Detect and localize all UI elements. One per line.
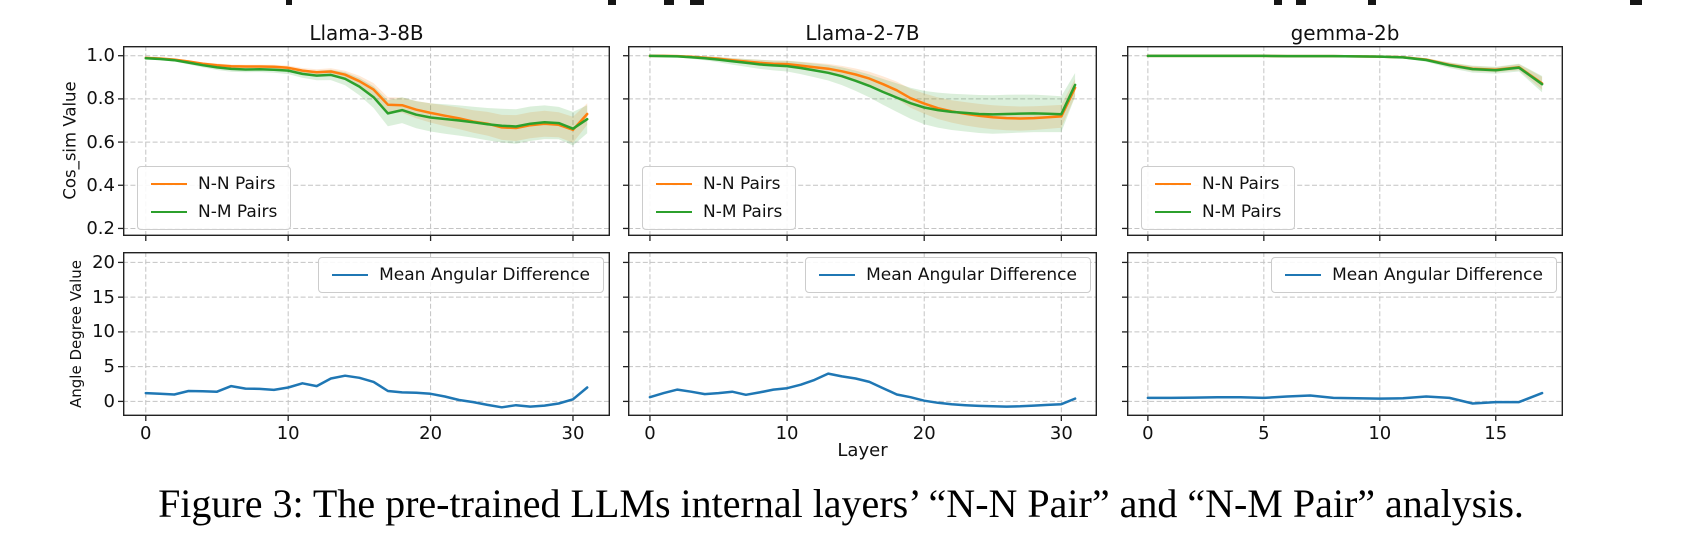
legend-entry: N-N Pairs (151, 174, 277, 194)
x-tick-label: 10 (775, 423, 799, 444)
legend-label: N-N Pairs (1202, 174, 1280, 194)
series-band (649, 55, 1076, 134)
series-line (144, 57, 589, 130)
clipped-text-fragment (1274, 0, 1282, 5)
plot-frame (1126, 251, 1564, 417)
legend-label: Mean Angular Difference (866, 265, 1077, 285)
x-axis-label-layer: Layer (837, 440, 888, 461)
y-tick-label: 20 (92, 251, 115, 273)
legend-label: Mean Angular Difference (379, 265, 590, 285)
y-tick-label: 0.8 (86, 88, 115, 110)
subplot-title-llama-3-8b: Llama-3-8B (309, 21, 424, 45)
series-line (648, 372, 1077, 408)
clipped-text-fragment (1296, 0, 1306, 5)
series-band (1147, 55, 1543, 93)
series-line (1146, 54, 1544, 86)
clipped-text-fragment (690, 0, 704, 5)
legend-box: N-N Pairs N-M Pairs (1141, 166, 1296, 230)
legend-line-swatch (819, 274, 856, 276)
plot-frame (122, 251, 611, 417)
plot-panel-Llama-3-8B-angle: Mean Angular Difference (118, 251, 611, 421)
plot-panel-gemma-2b-angle: Mean Angular Difference (1122, 251, 1564, 421)
legend-label: N-M Pairs (198, 202, 278, 222)
legend-entry: N-M Pairs (151, 202, 277, 222)
plot-panel-Llama-2-7B-angle: Mean Angular Difference (623, 251, 1098, 421)
y-tick-label: 0.6 (86, 131, 115, 153)
plot-frame (627, 45, 1098, 237)
legend-line-swatch (1285, 274, 1322, 276)
x-tick-label: 30 (1049, 423, 1073, 444)
series-line (648, 54, 1077, 116)
legend-entry: N-N Pairs (1155, 174, 1281, 194)
x-tick-label: 20 (419, 423, 443, 444)
series-band (649, 55, 1076, 131)
legend-label: N-M Pairs (1202, 202, 1282, 222)
subplot-title-gemma-2b: gemma-2b (1290, 21, 1400, 45)
legend-box: Mean Angular Difference (805, 257, 1091, 293)
plot-frame (627, 251, 1098, 417)
legend-line-swatch (656, 211, 692, 213)
clipped-text-fragment (664, 0, 674, 5)
legend-line-swatch (332, 274, 369, 276)
plot-canvas (118, 251, 611, 421)
y-tick-label: 15 (92, 286, 115, 308)
x-tick-label: 0 (644, 423, 656, 444)
legend-entry: Mean Angular Difference (1285, 265, 1543, 285)
clipped-text-fragment (1630, 0, 1642, 5)
y-tick-label: 1.0 (86, 45, 115, 67)
legend-line-swatch (656, 183, 692, 185)
plot-canvas (118, 45, 611, 241)
series-band (145, 57, 588, 146)
legend-box: N-N Pairs N-M Pairs (642, 166, 797, 230)
series-line (144, 56, 589, 132)
series-line (1146, 391, 1544, 405)
clipped-text-fragment (1368, 0, 1376, 5)
legend-label: Mean Angular Difference (1332, 265, 1543, 285)
x-tick-label: 0 (1142, 423, 1154, 444)
y-tick-label: 5 (103, 356, 115, 378)
y-tick-label: 10 (92, 321, 115, 343)
legend-entry: Mean Angular Difference (332, 265, 590, 285)
plot-canvas (623, 251, 1098, 421)
legend-box: Mean Angular Difference (1271, 257, 1557, 293)
plot-panel-Llama-2-7B-cos: N-N Pairs N-M Pairs (623, 45, 1098, 241)
legend-entry: N-M Pairs (1155, 202, 1281, 222)
plot-frame (1126, 45, 1564, 237)
legend-line-swatch (151, 183, 187, 185)
series-line (144, 374, 589, 409)
legend-label: N-N Pairs (198, 174, 276, 194)
plot-frame (122, 45, 611, 237)
legend-label: N-M Pairs (703, 202, 783, 222)
x-tick-label: 10 (276, 423, 300, 444)
figure-caption: Figure 3: The pre-trained LLMs internal … (158, 481, 1524, 526)
plot-panel-gemma-2b-cos: N-N Pairs N-M Pairs (1122, 45, 1564, 241)
plot-canvas (1122, 45, 1564, 241)
legend-entry: N-N Pairs (656, 174, 782, 194)
legend-line-swatch (151, 211, 187, 213)
y-tick-label: 0.4 (86, 174, 115, 196)
x-tick-label: 5 (1258, 423, 1270, 444)
x-tick-label: 10 (1368, 423, 1392, 444)
plot-canvas (1122, 251, 1564, 421)
x-tick-label: 15 (1484, 423, 1508, 444)
legend-line-swatch (1155, 211, 1191, 213)
x-tick-label: 20 (912, 423, 936, 444)
subplot-title-llama-2-7b: Llama-2-7B (805, 21, 920, 45)
y-tick-label: 0 (103, 390, 115, 412)
clipped-text-fragment (286, 0, 292, 5)
legend-entry: Mean Angular Difference (819, 265, 1077, 285)
clipped-text-fragment (608, 0, 616, 5)
x-tick-label: 0 (140, 423, 152, 444)
legend-label: N-N Pairs (703, 174, 781, 194)
legend-entry: N-M Pairs (656, 202, 782, 222)
y-tick-label: 0.2 (86, 217, 115, 239)
legend-line-swatch (1155, 183, 1191, 185)
plot-panel-Llama-3-8B-cos: N-N Pairs N-M Pairs (118, 45, 611, 241)
legend-box: Mean Angular Difference (318, 257, 604, 293)
x-tick-label: 30 (561, 423, 585, 444)
legend-box: N-N Pairs N-M Pairs (137, 166, 292, 230)
